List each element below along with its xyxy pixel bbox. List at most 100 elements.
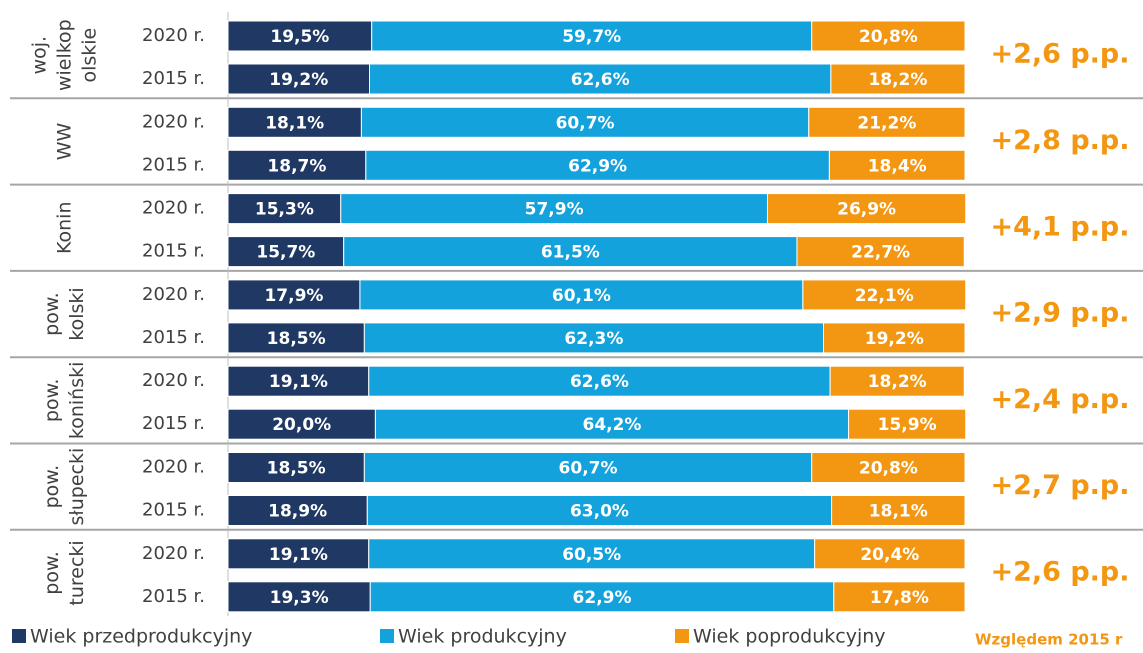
value-label: 64,2%	[582, 415, 641, 435]
value-label: 19,1%	[269, 372, 328, 392]
annotation: +2,6 p.p.	[990, 556, 1129, 587]
group-label: koniński	[66, 362, 88, 440]
bar-segment	[822, 322, 966, 354]
value-label: 57,9%	[525, 200, 584, 220]
value-label: 18,7%	[267, 156, 326, 176]
value-label: 60,5%	[562, 545, 621, 565]
bar-segment	[227, 279, 361, 311]
bar-segment	[227, 236, 345, 268]
category-label: 2015 r.	[142, 327, 205, 348]
value-label: 17,9%	[264, 286, 323, 306]
value-label: 17,8%	[870, 588, 929, 608]
category-label: 2020 r.	[142, 457, 205, 478]
value-label: 63,0%	[570, 502, 629, 522]
value-label: 62,6%	[570, 372, 629, 392]
bar-segment	[366, 495, 833, 526]
value-label: 59,7%	[562, 27, 621, 47]
category-label: 2015 r.	[142, 68, 205, 89]
bar-segment	[227, 538, 370, 570]
bar-segment	[227, 193, 342, 225]
category-label: 2020 r.	[142, 111, 205, 132]
value-label: 18,4%	[868, 156, 927, 176]
value-label: 19,3%	[270, 588, 329, 608]
value-label: 18,2%	[868, 70, 927, 90]
category-label: 2015 r.	[142, 500, 205, 521]
group-label: pow.	[41, 465, 63, 509]
value-label: 15,7%	[256, 243, 315, 263]
annotation: +2,9 p.p.	[990, 298, 1129, 329]
bar-segment	[371, 20, 813, 52]
category-label: 2020 r.	[142, 284, 205, 305]
group-label: kolski	[66, 287, 88, 340]
value-label: 15,9%	[878, 415, 937, 435]
bar-segment	[227, 63, 371, 95]
category-label: 2015 r.	[142, 241, 205, 262]
bar-segment	[374, 408, 850, 440]
bar-segment	[227, 322, 365, 354]
value-label: 22,1%	[855, 286, 914, 306]
bar-segment	[368, 365, 831, 397]
bar-segment	[365, 149, 830, 181]
bar-segment	[829, 365, 965, 397]
value-label: 60,7%	[559, 459, 618, 479]
bar-segment	[830, 63, 966, 95]
value-label: 21,2%	[857, 113, 916, 133]
legend-label: Wiek produkcyjny	[398, 626, 567, 648]
legend-swatch	[12, 629, 26, 643]
bar-segment	[831, 495, 966, 526]
value-label: 19,2%	[865, 329, 924, 349]
legend-label: Wiek przedprodukcyjny	[30, 626, 252, 648]
group-label: pow.	[41, 292, 63, 336]
group-label: słupecki	[66, 448, 88, 526]
bar-segment	[369, 581, 835, 613]
value-label: 60,7%	[556, 113, 615, 133]
value-label: 60,1%	[552, 286, 611, 306]
bar-segment	[802, 279, 967, 311]
value-label: 20,4%	[860, 545, 919, 565]
legend-swatch	[675, 629, 689, 643]
value-label: 19,1%	[269, 545, 328, 565]
group-label: WW	[54, 122, 76, 160]
legend-label: Wiek poprodukcyjny	[693, 626, 886, 648]
bar-segment	[796, 236, 965, 268]
bar-segment	[369, 63, 832, 95]
category-label: 2015 r.	[142, 154, 205, 175]
value-label: 20,0%	[272, 415, 331, 435]
group-label: pow.	[41, 379, 63, 423]
value-label: 18,2%	[868, 372, 927, 392]
group-label: turecki	[66, 540, 88, 605]
bar-segment	[343, 236, 798, 268]
value-label: 20,8%	[859, 459, 918, 479]
value-label: 62,6%	[571, 70, 630, 90]
group-label: wielkop	[54, 19, 76, 91]
annotation: +4,1 p.p.	[990, 211, 1129, 242]
annotation: +2,4 p.p.	[990, 384, 1129, 415]
value-label: 62,9%	[573, 588, 632, 608]
value-label: 22,7%	[851, 243, 910, 263]
value-label: 18,5%	[267, 459, 326, 479]
value-label: 61,5%	[541, 243, 600, 263]
bar-segment	[227, 495, 368, 526]
bar-segment	[340, 193, 768, 225]
value-label: 20,8%	[859, 27, 918, 47]
bar-segment	[363, 452, 813, 483]
value-label: 18,5%	[267, 329, 326, 349]
value-label: 62,9%	[568, 156, 627, 176]
bar-segment	[828, 149, 966, 181]
category-label: 2015 r.	[142, 586, 205, 607]
bar-segment	[363, 322, 824, 354]
value-label: 18,1%	[265, 113, 324, 133]
bar-segment	[808, 106, 966, 138]
category-label: 2020 r.	[142, 370, 205, 391]
bar-segment	[359, 279, 804, 311]
value-label: 62,3%	[564, 329, 623, 349]
group-label: Konin	[54, 201, 76, 254]
bar-segment	[227, 581, 371, 613]
legend-swatch	[380, 629, 394, 643]
annotation: +2,6 p.p.	[990, 39, 1129, 70]
group-label: olskie	[79, 28, 101, 83]
value-label: 19,5%	[270, 27, 329, 47]
footnote: Względem 2015 r	[975, 631, 1123, 649]
category-label: 2020 r.	[142, 25, 205, 46]
